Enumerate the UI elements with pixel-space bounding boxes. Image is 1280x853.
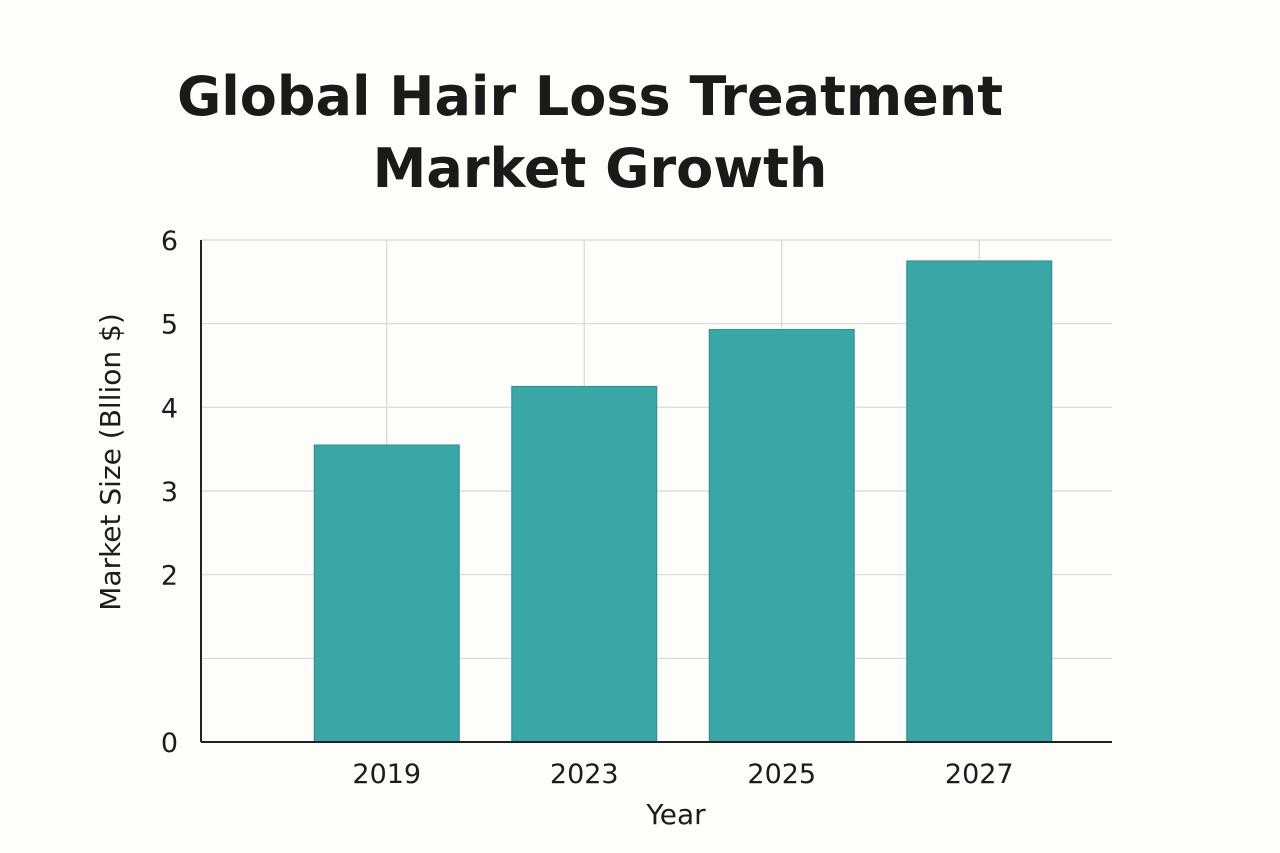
y-tick-label: 2 bbox=[161, 561, 178, 592]
y-tick-label: 3 bbox=[161, 477, 178, 508]
bars bbox=[313, 260, 1053, 743]
chart-title: Global Hair Loss Treatment Market Growth bbox=[177, 65, 1003, 200]
bar-2025 bbox=[708, 329, 855, 743]
y-axis-label: Market Size (Bllion $) bbox=[94, 313, 127, 611]
bar-2023 bbox=[511, 385, 658, 743]
chart-title-line-1: Global Hair Loss Treatment bbox=[177, 65, 1003, 128]
y-tick-labels: 0 2 3 4 5 6 bbox=[161, 226, 178, 759]
x-tick-label: 2019 bbox=[352, 759, 421, 790]
x-tick-label: 2027 bbox=[945, 759, 1014, 790]
bar-2027 bbox=[906, 260, 1053, 743]
axes bbox=[200, 240, 1112, 743]
y-tick-label: 5 bbox=[161, 310, 178, 341]
y-tick-label: 4 bbox=[161, 393, 178, 424]
y-tick-label: 0 bbox=[161, 728, 178, 759]
x-axis-label: Year bbox=[645, 798, 706, 831]
chart-title-line-2: Market Growth bbox=[373, 137, 828, 200]
bar-2019 bbox=[313, 444, 460, 743]
y-tick-label: 6 bbox=[161, 226, 178, 257]
x-tick-label: 2023 bbox=[550, 759, 619, 790]
x-tick-labels: 2019 2023 2025 2027 bbox=[352, 759, 1013, 790]
x-tick-label: 2025 bbox=[747, 759, 816, 790]
